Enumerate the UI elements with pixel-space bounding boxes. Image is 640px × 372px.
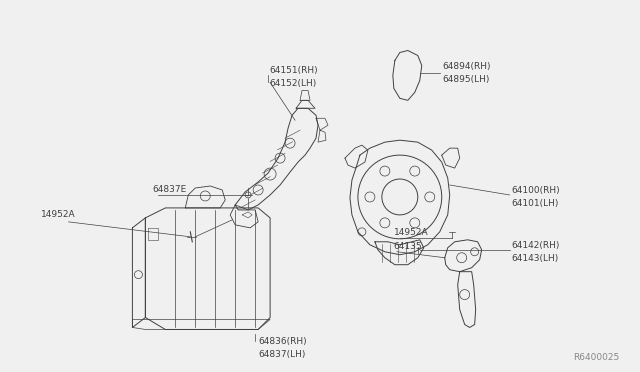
Text: 64836(RH): 64836(RH) [258, 337, 307, 346]
Text: 64135: 64135 [394, 242, 422, 251]
Text: 64837E: 64837E [152, 186, 187, 195]
Text: 64151(RH): 64151(RH) [269, 66, 317, 75]
Text: 64142(RH): 64142(RH) [511, 241, 560, 250]
Text: 64895(LH): 64895(LH) [443, 75, 490, 84]
Text: 64837(LH): 64837(LH) [258, 350, 305, 359]
Text: R6400025: R6400025 [573, 353, 620, 362]
Text: 64101(LH): 64101(LH) [511, 199, 559, 208]
Text: 64894(RH): 64894(RH) [443, 62, 492, 71]
Text: 64143(LH): 64143(LH) [511, 254, 559, 263]
Text: 14952A: 14952A [394, 228, 428, 237]
Text: 64100(RH): 64100(RH) [511, 186, 560, 195]
Text: 14952A: 14952A [40, 211, 76, 219]
Text: 64152(LH): 64152(LH) [269, 79, 316, 88]
